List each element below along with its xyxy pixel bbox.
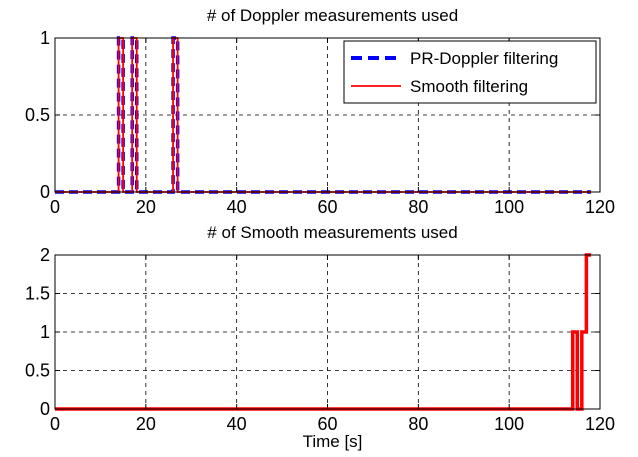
- smooth-x-tick-label: 0: [50, 414, 60, 434]
- smooth-x-axis-label: Time [s]: [303, 432, 363, 451]
- smooth-x-tick-label: 60: [317, 414, 337, 434]
- smooth-y-tick-label: 0.5: [25, 361, 50, 381]
- doppler-x-tick-label: 20: [136, 197, 156, 217]
- smooth-x-tick-label: 100: [494, 414, 524, 434]
- doppler-y-tick-label: 1: [40, 28, 50, 48]
- doppler-x-tick-label: 120: [585, 197, 615, 217]
- smooth-y-tick-label: 0: [40, 399, 50, 419]
- doppler-x-tick-label: 0: [50, 197, 60, 217]
- smooth-x-tick-label: 120: [585, 414, 615, 434]
- doppler-x-tick-label: 60: [317, 197, 337, 217]
- doppler-y-tick-label: 0: [40, 182, 50, 202]
- doppler-legend: [343, 40, 597, 104]
- smooth-y-tick-label: 1: [40, 322, 50, 342]
- smooth-x-tick-label: 80: [408, 414, 428, 434]
- smooth-plot: 0 20 40 60 80 100 120 0 0.5 1 1.5 2 # of Smooth meas…: [25, 223, 615, 451]
- doppler-title: # of Doppler measurements used: [207, 6, 458, 25]
- smooth-y-tick-label: 2: [40, 245, 50, 265]
- smooth-title: # of Smooth measurements used: [207, 223, 457, 242]
- doppler-legend-label: Smooth filtering: [410, 77, 528, 96]
- doppler-x-tick-label: 80: [408, 197, 428, 217]
- doppler-x-tick-label: 100: [494, 197, 524, 217]
- doppler-legend-label: PR-Doppler filtering: [410, 49, 558, 68]
- doppler-plot: 0 20 40 60 80 100 120 0 0.5 1 # of Doppler measure…: [25, 6, 615, 217]
- doppler-y-tick-label: 0.5: [25, 105, 50, 125]
- smooth-x-tick-label: 20: [136, 414, 156, 434]
- doppler-x-tick-label: 40: [227, 197, 247, 217]
- smooth-y-tick-label: 1.5: [25, 284, 50, 304]
- smooth-x-tick-label: 40: [227, 414, 247, 434]
